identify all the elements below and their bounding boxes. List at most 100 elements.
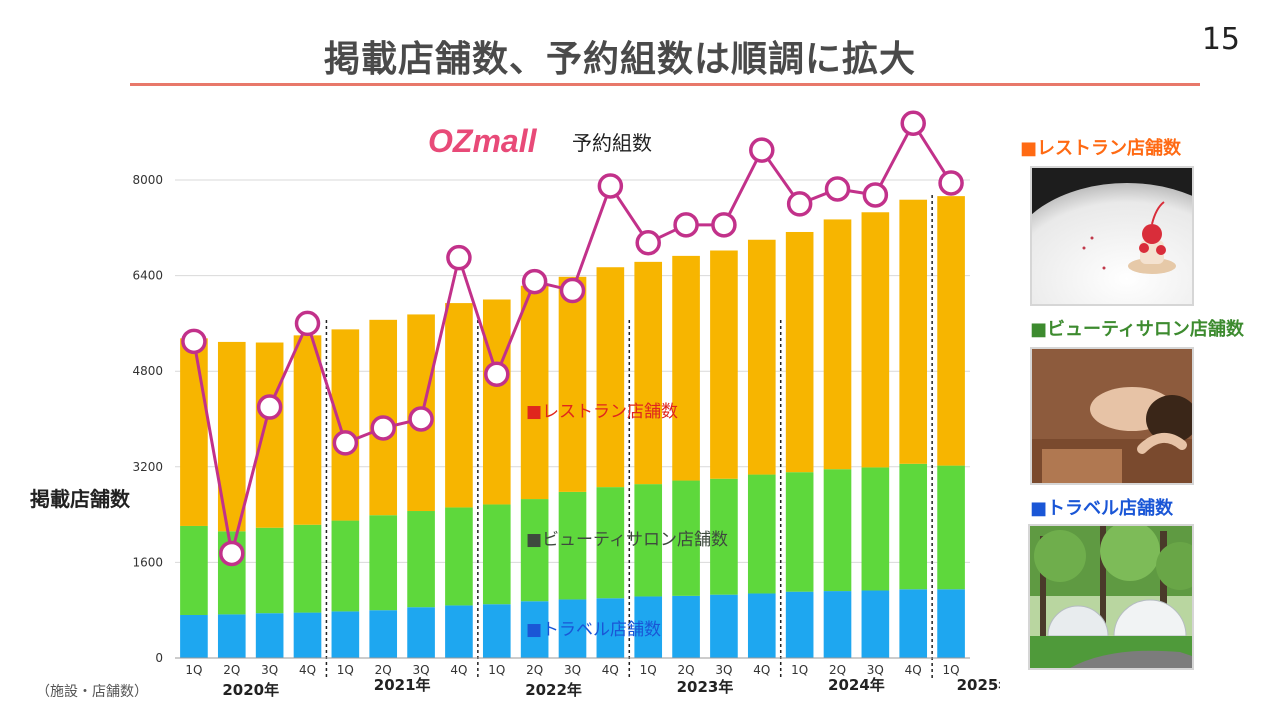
x-tick-label: 2Q (375, 663, 392, 677)
y-tick-label: 4800 (132, 364, 163, 378)
glamping-photo-icon (1028, 524, 1194, 670)
x-tick-label: 1Q (337, 663, 354, 677)
bar-segment (823, 469, 852, 592)
reservation-point (521, 268, 548, 295)
reservation-point (408, 406, 434, 432)
bar-segment (482, 299, 511, 505)
reservation-point (370, 415, 396, 441)
reservation-point (711, 212, 737, 238)
bar-segment (937, 196, 965, 466)
y-axis-unit: （施設・店舗数） (36, 684, 148, 700)
bar-segment (445, 507, 473, 606)
dessert-photo-icon (1030, 166, 1194, 306)
x-tick-label: 4Q (450, 663, 467, 677)
reservation-point (332, 430, 359, 456)
bar-segment (634, 261, 663, 485)
x-tick-label: 2Q (526, 663, 543, 677)
x-tick-label: 3Q (564, 663, 581, 677)
bar-segment (899, 199, 928, 464)
inline-label-beauty: ■ビューティサロン店舗数 (526, 530, 728, 550)
x-tick-label: 3Q (413, 663, 430, 677)
bar-segment (710, 250, 738, 479)
bar-segment (445, 605, 473, 658)
reservation-point (673, 212, 699, 238)
x-tick-label: 1Q (488, 663, 505, 677)
bar-segment (293, 335, 322, 525)
bar-segment (407, 511, 435, 608)
year-label: 2022年 (525, 681, 582, 699)
reservation-point (900, 110, 926, 136)
reservation-point (862, 182, 889, 208)
bar-segment (407, 607, 435, 658)
bar-segment (596, 487, 625, 599)
x-tick-label: 3Q (715, 663, 732, 677)
reservation-point (749, 137, 775, 163)
reservation-point (446, 244, 472, 271)
y-tick-label: 0 (155, 651, 163, 665)
reservation-point (824, 176, 851, 202)
year-label: 2025年 (957, 676, 1000, 694)
bar-segment (255, 342, 284, 528)
x-tick-label: 4Q (753, 663, 770, 677)
bar-segment (823, 591, 852, 658)
x-tick-label: 1Q (791, 663, 808, 677)
page-number: 15 (1201, 22, 1240, 57)
bar-segment (710, 594, 738, 658)
x-tick-label: 1Q (185, 663, 202, 677)
reservation-point (219, 540, 245, 567)
reservation-point (484, 361, 510, 387)
x-tick-label: 4Q (905, 663, 922, 677)
line-series-label: 予約組数 (572, 131, 652, 155)
x-tick-label: 1Q (943, 663, 960, 677)
bar-segment (861, 467, 890, 591)
bar-segment (823, 219, 852, 470)
bar-segment (785, 591, 814, 658)
bar-segment (672, 595, 700, 658)
bar-segment (331, 329, 360, 521)
year-label: 2020年 (222, 681, 279, 699)
bar-segment (217, 614, 246, 658)
bar-segment (634, 596, 663, 658)
bar-segment (445, 303, 473, 508)
reservation-point (635, 229, 661, 256)
bar-segment (180, 338, 208, 526)
reservation-point (597, 173, 624, 199)
reservation-point (938, 170, 964, 196)
bar-segment (180, 614, 208, 658)
reservation-point (786, 191, 813, 217)
bar-segment (520, 285, 549, 500)
brand-logo: OZmall (428, 123, 538, 159)
bar-segment (747, 474, 776, 594)
bar-segment (899, 463, 928, 590)
bar-segment (937, 465, 965, 590)
bar-segment (558, 491, 587, 600)
bar-segment (672, 255, 700, 481)
x-tick-label: 2Q (678, 663, 695, 677)
slide-title: 掲載店舗数、予約組数は順調に拡大 (323, 39, 916, 80)
title-divider (130, 83, 1200, 86)
x-tick-label: 4Q (602, 663, 619, 677)
bar-segment (293, 612, 322, 658)
bar-segment (785, 231, 814, 473)
year-label: 2023年 (677, 678, 734, 696)
bar-segment (180, 525, 208, 615)
bar-segment (482, 504, 511, 605)
year-label: 2021年 (374, 676, 431, 694)
side-label-travel: ■トラベル店舗数 (1030, 498, 1174, 519)
x-tick-label: 4Q (299, 663, 316, 677)
bar-segment (899, 589, 928, 658)
y-tick-label: 3200 (132, 460, 163, 474)
x-tick-label: 3Q (867, 663, 884, 677)
bar-segment (861, 590, 890, 658)
reservation-point (181, 328, 207, 355)
reservation-point (294, 310, 321, 337)
x-tick-label: 3Q (261, 663, 278, 677)
bar-segment (255, 613, 284, 658)
bar-segment (293, 524, 322, 613)
bar-segment (596, 598, 625, 658)
bar-segment (634, 484, 663, 597)
bar-segment (558, 276, 587, 492)
y-axis-title: 掲載店舗数 (30, 487, 131, 511)
year-label: 2024年 (828, 676, 885, 694)
